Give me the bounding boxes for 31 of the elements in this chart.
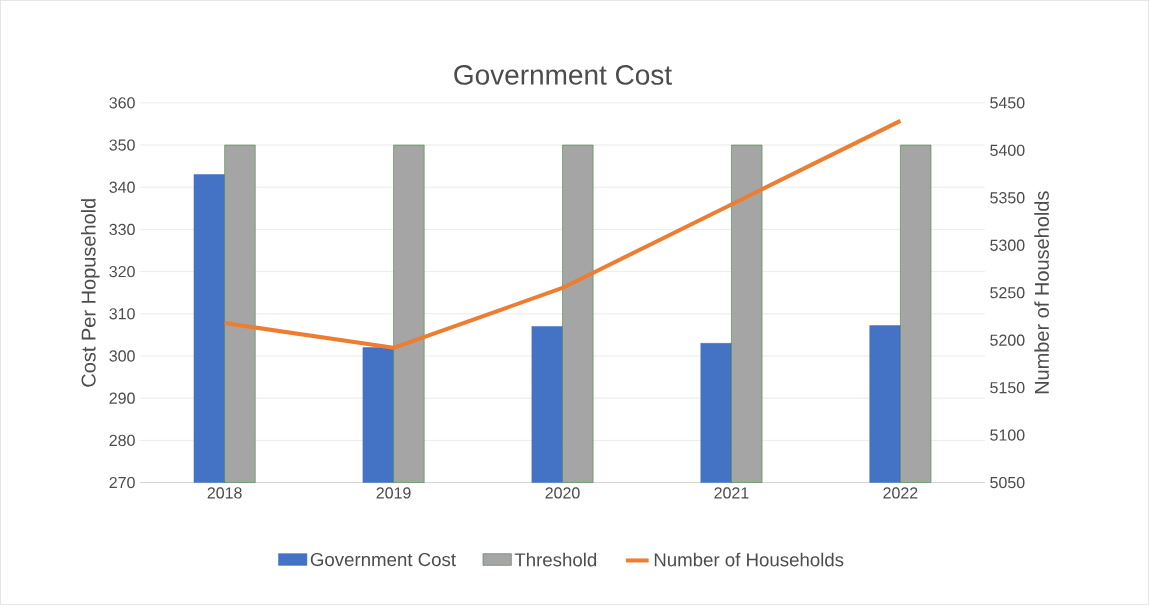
y2-tick-label: 5350 xyxy=(990,192,1025,204)
y2-tick-label: 5100 xyxy=(990,429,1025,441)
y2-tick-label: 5200 xyxy=(990,334,1025,346)
chart-title: Government Cost xyxy=(454,65,672,85)
y-tick-label: 340 xyxy=(109,181,135,193)
line-series xyxy=(222,119,903,350)
y2-tick-label: 5050 xyxy=(990,477,1025,489)
y-tick-label: 350 xyxy=(109,139,135,151)
x-tick-label: 2022 xyxy=(883,487,918,499)
y2-tick-label: 5300 xyxy=(990,239,1025,252)
y2-tick-label: 5150 xyxy=(990,382,1025,394)
y-tick-label: 360 xyxy=(109,97,135,109)
y-tick-label: 300 xyxy=(109,350,135,362)
y-tick-label: 320 xyxy=(109,266,135,278)
legend-label: Number of Households xyxy=(654,552,844,567)
legend-label: Threshold xyxy=(514,552,597,567)
y-axis-title: Cost Per Hopusehold xyxy=(81,199,100,387)
y-tick-label: 270 xyxy=(109,477,135,489)
y-tick-label: 310 xyxy=(109,308,135,320)
x-tick-label: 2018 xyxy=(207,487,242,499)
y-tick-label: 290 xyxy=(109,392,135,404)
y2-axis-title: Number of Households xyxy=(1034,191,1049,394)
legend-label: Government Cost xyxy=(310,553,456,567)
x-tick-label: 2020 xyxy=(545,487,580,499)
x-tick-label: 2021 xyxy=(714,487,749,499)
x-tick-label: 2019 xyxy=(376,487,411,499)
y2-tick-label: 5400 xyxy=(990,144,1025,157)
y2-tick-label: 5450 xyxy=(990,97,1025,109)
y-tick-label: 330 xyxy=(109,223,135,236)
y-tick-label: 280 xyxy=(109,434,135,447)
y2-tick-label: 5250 xyxy=(990,287,1025,299)
